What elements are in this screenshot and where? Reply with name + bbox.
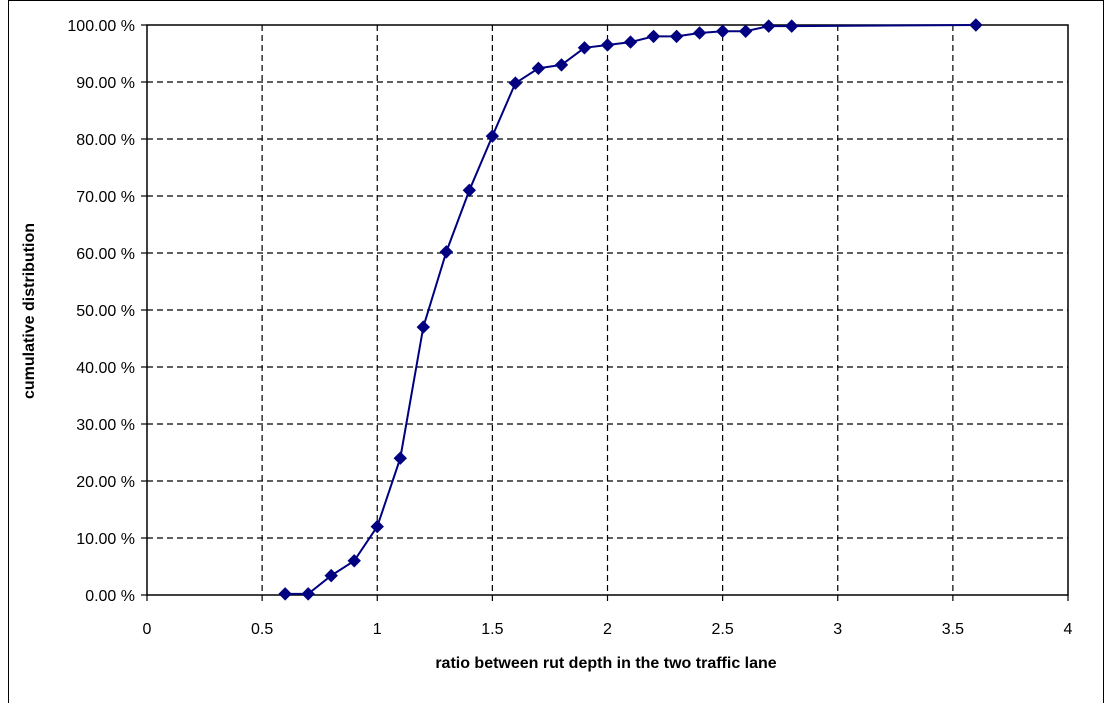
y-axis-tick-labels: 0.00 % 10.00 % 20.00 % 30.00 % 40.00 % 50.00 … xyxy=(67,18,135,605)
x-tick-label: 0 xyxy=(143,621,152,638)
data-point-marker xyxy=(278,587,292,601)
x-tick-label: 3 xyxy=(833,621,842,638)
data-point-marker xyxy=(301,587,315,601)
figure-frame xyxy=(8,0,1104,703)
data-point-marker xyxy=(462,183,477,198)
x-tick-label: 2.5 xyxy=(712,621,734,638)
data-point-marker xyxy=(554,58,569,72)
data-point-marker xyxy=(416,320,431,334)
y-tick-label: 100.00 % xyxy=(67,18,135,35)
x-axis-label: ratio between rut depth in the two traff… xyxy=(435,655,776,672)
plot-area-rect xyxy=(146,24,1069,596)
x-tick-label: 1 xyxy=(373,621,382,638)
data-point-marker xyxy=(508,76,523,90)
data-point-marker xyxy=(370,519,384,534)
data-point-marker xyxy=(669,29,684,44)
data-point-marker xyxy=(784,19,799,33)
data-point-marker xyxy=(969,18,983,32)
y-tick-label: 40.00 % xyxy=(76,360,135,377)
x-tick-label: 1.5 xyxy=(481,621,503,638)
y-tick-label: 0.00 % xyxy=(85,588,135,605)
y-tick-label: 70.00 % xyxy=(76,189,135,206)
y-tick-label: 20.00 % xyxy=(76,474,135,491)
y-tick-label: 80.00 % xyxy=(76,132,135,149)
data-point-marker xyxy=(347,554,361,568)
data-point-marker xyxy=(485,129,500,143)
series-group xyxy=(278,18,983,601)
data-point-marker xyxy=(439,245,454,259)
x-tick-label: 2 xyxy=(603,621,612,638)
data-point-marker xyxy=(324,568,338,583)
data-point-marker xyxy=(692,26,707,40)
plot-area-border xyxy=(141,24,1069,601)
y-tick-label: 90.00 % xyxy=(76,75,135,92)
y-tick-label: 50.00 % xyxy=(76,303,135,320)
data-point-marker xyxy=(646,29,661,44)
data-point-marker xyxy=(531,61,546,76)
grid-lines xyxy=(147,25,1068,595)
data-point-marker xyxy=(738,24,753,38)
y-axis-label: cumulative distribution xyxy=(21,223,38,399)
data-point-marker xyxy=(623,35,638,49)
data-point-marker xyxy=(715,24,730,38)
x-tick-label: 0.5 xyxy=(251,621,273,638)
data-point-marker xyxy=(600,38,615,52)
x-axis-tick-labels: 0 0.5 1 1.5 2 2.5 3 3.5 4 xyxy=(143,621,1073,638)
data-point-marker xyxy=(761,19,776,33)
data-point-marker xyxy=(577,41,592,55)
y-tick-label: 60.00 % xyxy=(76,246,135,263)
x-tick-label: 4 xyxy=(1064,621,1073,638)
data-point-marker xyxy=(393,451,407,465)
y-tick-label: 30.00 % xyxy=(76,417,135,434)
y-tick-label: 10.00 % xyxy=(76,531,135,548)
x-tick-label: 3.5 xyxy=(942,621,964,638)
